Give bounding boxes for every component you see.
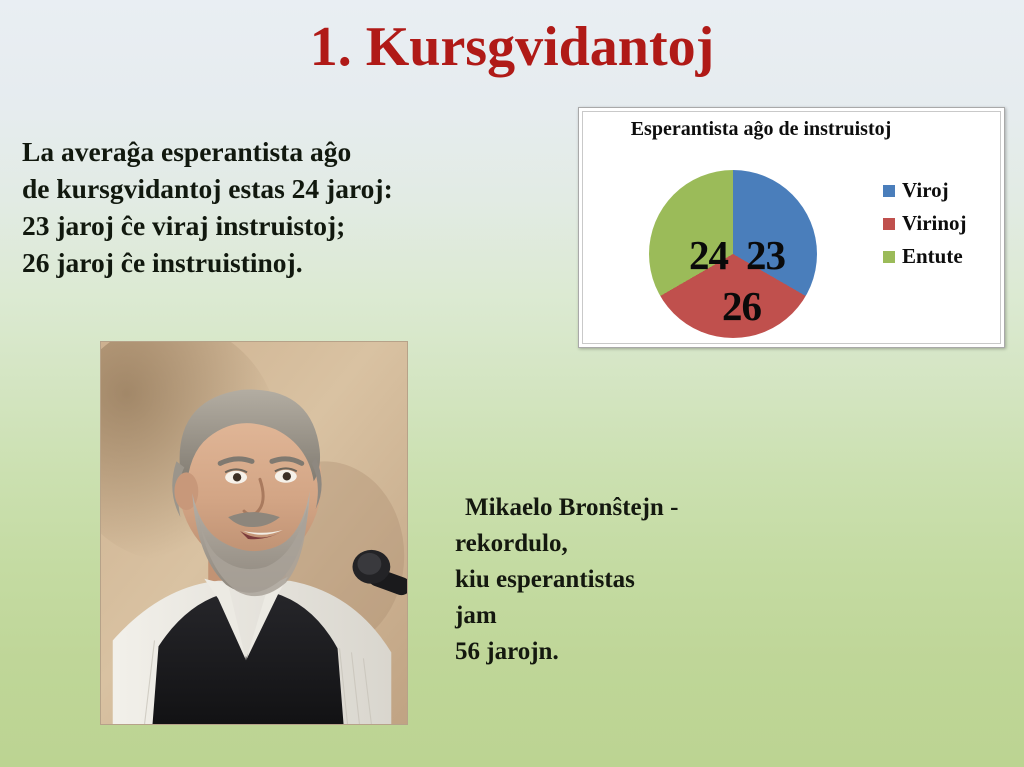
legend-swatch-entute	[883, 250, 895, 263]
body-text-block: La averaĝa esperantista aĝo de kursgvida…	[22, 134, 567, 281]
caption-line-1: Mikaelo Bronŝtejn -	[465, 494, 679, 521]
caption-line-5: 56 jarojn.	[455, 638, 559, 665]
body-text-line-4: 26 jaroj ĉe instruistinoj.	[22, 246, 303, 278]
chart-legend: Viroj Virinoj Entute	[883, 180, 967, 279]
photo-caption: Mikaelo Bronŝtejn - rekordulo, kiu esper…	[455, 490, 875, 670]
pie-chart: 24 23 26	[649, 170, 817, 338]
chart-inner-frame: Esperantista aĝo de instruistoj 24 23 26…	[582, 111, 1001, 344]
legend-item-virinoj: Virinoj	[883, 213, 967, 234]
pie-label-viroj: 23	[746, 232, 786, 278]
body-text-line-2: de kursgvidantoj estas 24 jaroj:	[22, 172, 393, 204]
body-text-line-3: 23 jaroj ĉe viraj instruistoj;	[22, 209, 346, 241]
pie-label-virinoj: 26	[722, 283, 762, 329]
chart-title: Esperantista aĝo de instruistoj	[630, 118, 892, 140]
legend-item-viroj: Viroj	[883, 180, 967, 201]
caption-line-4: jam	[455, 602, 497, 629]
legend-label-entute: Entute	[902, 244, 963, 268]
microphone	[352, 549, 407, 596]
legend-swatch-viroj	[883, 184, 895, 197]
portrait-illustration	[101, 342, 407, 724]
caption-line-3: kiu esperantistas	[455, 566, 635, 593]
page-title: 1. Kursgvidantoj	[309, 16, 715, 78]
caption-line-2: rekordulo,	[455, 530, 568, 557]
legend-item-entute: Entute	[883, 246, 967, 267]
legend-swatch-virinoj	[883, 217, 895, 230]
pie-circle	[649, 170, 817, 338]
legend-label-viroj: Viroj	[902, 178, 949, 202]
body-text-line-1: La averaĝa esperantista aĝo	[22, 136, 352, 167]
pie-label-entute: 24	[689, 232, 729, 278]
legend-label-virinoj: Virinoj	[902, 211, 967, 235]
portrait-photo	[100, 341, 408, 725]
chart-panel: Esperantista aĝo de instruistoj 24 23 26…	[578, 107, 1005, 348]
